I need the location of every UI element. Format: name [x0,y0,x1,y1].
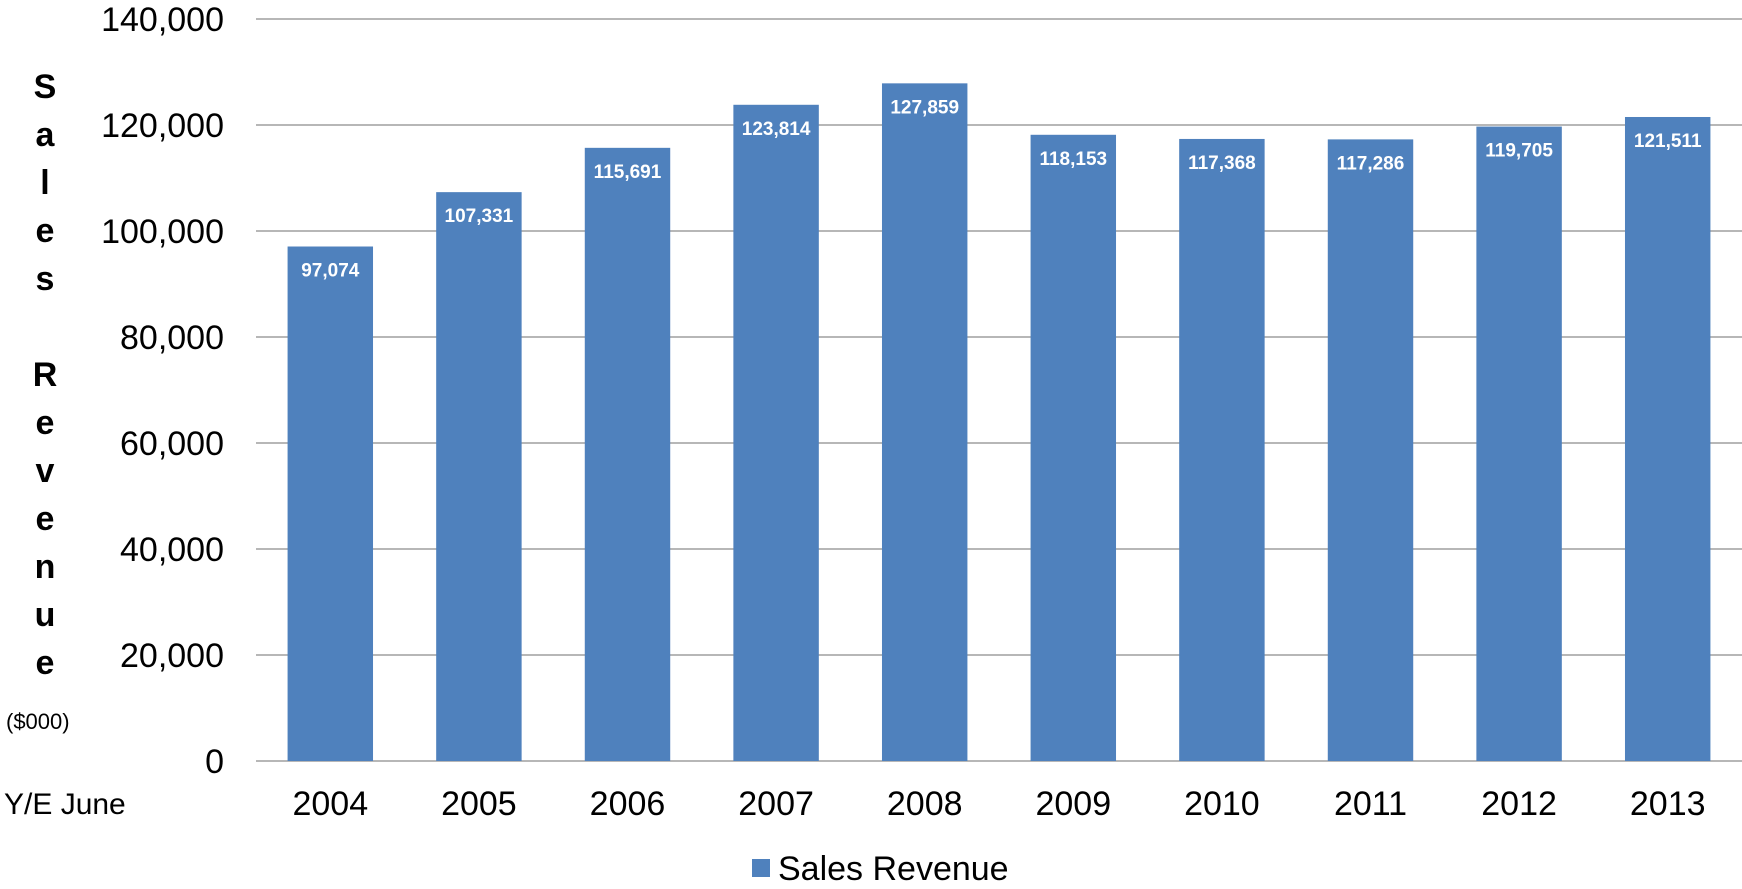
x-tick-label: 2010 [1184,785,1260,823]
bar [288,247,373,761]
data-label: 127,859 [890,97,959,118]
x-tick-label: 2013 [1630,785,1706,823]
data-label: 123,814 [742,119,811,140]
bar [1625,117,1710,761]
y-tick-label: 0 [205,743,224,781]
x-axis-ticks: 2004 2005 2006 2007 2008 2009 2010 2011 2012 2013 [292,785,1705,823]
y-tick-label: 140,000 [101,1,224,39]
y-axis-unit: ($000) [6,709,70,734]
data-label: 107,331 [445,206,514,227]
y-tick-label: 60,000 [120,425,224,463]
legend-label: Sales Revenue [778,850,1009,888]
y-tick-label: 20,000 [120,637,224,675]
x-tick-label: 2004 [292,785,368,823]
x-tick-label: 2011 [1334,785,1407,823]
bar [1031,135,1116,761]
data-label: 117,368 [1188,153,1256,174]
y-tick-label: 80,000 [120,319,224,357]
bar [882,83,967,761]
bar [1476,127,1561,761]
legend-swatch [752,859,770,877]
bar [436,192,521,761]
bar [733,105,818,761]
bar [585,148,670,761]
y-axis-ticks: 0 20,000 40,000 60,000 80,000 100,000 120,000 1… [101,1,224,781]
data-label: 115,691 [594,162,662,183]
x-tick-label: 2006 [590,785,666,823]
data-label: 117,286 [1337,153,1405,174]
x-axis-title: Y/E June [4,788,126,821]
x-tick-label: 2008 [887,785,963,823]
x-tick-label: 2007 [738,785,814,823]
bar [1328,139,1413,761]
bar [1179,139,1264,761]
legend: Sales Revenue [752,850,1009,888]
data-label: 118,153 [1039,149,1107,170]
data-label: 119,705 [1485,141,1553,162]
x-tick-label: 2012 [1481,785,1557,823]
y-tick-label: 120,000 [101,107,224,145]
y-tick-label: 100,000 [101,213,224,251]
y-tick-label: 40,000 [120,531,224,569]
x-tick-label: 2005 [441,785,517,823]
bars [288,83,1711,761]
data-label: 121,511 [1634,131,1702,152]
x-tick-label: 2009 [1035,785,1111,823]
data-label: 97,074 [301,261,360,282]
